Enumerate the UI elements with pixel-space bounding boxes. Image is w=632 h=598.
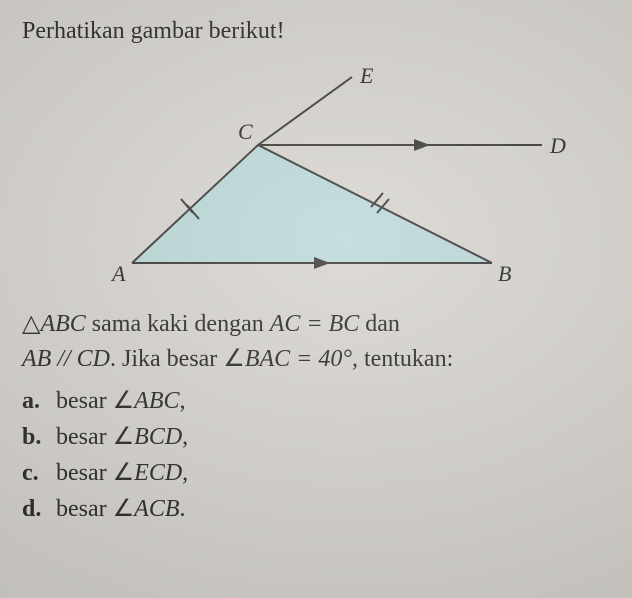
svg-text:A: A — [110, 261, 126, 286]
text: sama kaki dengan — [86, 311, 270, 337]
question-list: a. besar ABC, b. besar BCD, c. besar ECD… — [22, 383, 610, 527]
item-angle: ABC — [134, 388, 179, 414]
list-item: c. besar ECD, — [22, 455, 610, 491]
list-item: b. besar BCD, — [22, 419, 610, 455]
angle-symbol-icon — [223, 346, 245, 372]
angle-symbol-icon — [113, 388, 135, 414]
item-pre: besar — [56, 424, 113, 450]
angle-symbol-icon — [113, 424, 135, 450]
item-post: , — [179, 388, 185, 414]
item-post: , — [182, 424, 188, 450]
item-angle: ECD — [134, 460, 182, 486]
triangle-symbol-icon — [22, 311, 40, 337]
angle-symbol-icon — [113, 460, 135, 486]
triangle-figure: A B C D E — [22, 53, 610, 303]
svg-text:E: E — [359, 63, 374, 88]
list-item: d. besar ACB. — [22, 491, 610, 527]
item-label: b. — [22, 419, 56, 455]
item-label: d. — [22, 491, 56, 527]
text-parallel: AB // CD — [22, 346, 110, 372]
item-pre: besar — [56, 496, 113, 522]
text: , tentukan: — [352, 346, 453, 372]
item-pre: besar — [56, 388, 113, 414]
text-eq: AC = BC — [270, 311, 360, 337]
item-angle: ACB — [134, 496, 179, 522]
item-pre: besar — [56, 460, 113, 486]
text: . Jika besar — [110, 346, 223, 372]
svg-text:C: C — [238, 119, 253, 144]
item-angle: BCD — [134, 424, 182, 450]
instruction-text: Perhatikan gambar berikut! — [22, 18, 610, 45]
item-label: c. — [22, 455, 56, 491]
list-item: a. besar ABC, — [22, 383, 610, 419]
text: dan — [359, 311, 400, 337]
item-post: , — [182, 460, 188, 486]
text-abc: ABC — [40, 311, 85, 337]
problem-paragraph: ABC sama kaki dengan AC = BC dan AB // C… — [22, 307, 610, 377]
angle-symbol-icon — [113, 496, 135, 522]
svg-text:D: D — [549, 133, 566, 158]
svg-text:B: B — [498, 261, 511, 286]
item-post: . — [179, 496, 185, 522]
item-label: a. — [22, 383, 56, 419]
text-bac: BAC = 40° — [245, 346, 352, 372]
